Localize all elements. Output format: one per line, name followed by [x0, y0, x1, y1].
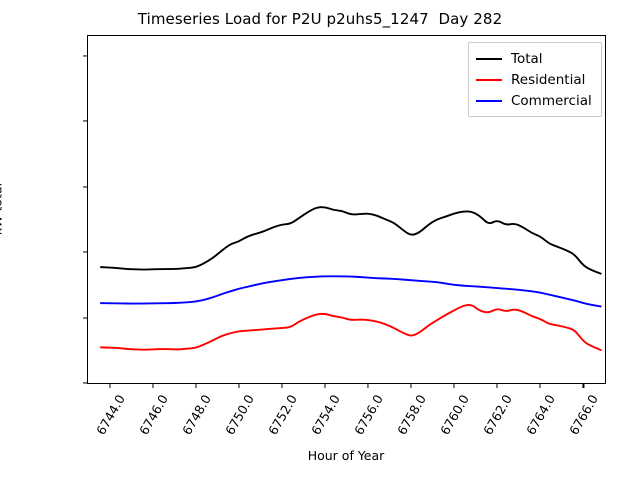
series-line-residential — [99, 304, 602, 351]
x-tick-mark — [324, 384, 326, 388]
x-tick-mark — [539, 384, 541, 388]
x-tick-mark — [152, 384, 154, 388]
x-tick-label: 6748.0 — [178, 392, 214, 438]
y-tick-mark — [83, 186, 87, 188]
x-tick-mark — [108, 384, 111, 388]
x-tick-label: 6764.0 — [523, 392, 559, 438]
legend-item-total[interactable]: Total — [476, 48, 592, 69]
legend-swatch-commercial — [476, 99, 502, 102]
y-tick-mark — [83, 251, 87, 253]
x-tick-mark — [582, 384, 584, 388]
x-tick-label: 6752.0 — [265, 392, 300, 438]
x-tick-label: 6766.0 — [566, 392, 602, 438]
y-tick-mark — [83, 382, 87, 384]
legend-item-residential[interactable]: Residential — [476, 69, 592, 90]
y-tick-mark — [83, 316, 87, 319]
x-tick-mark — [281, 384, 283, 388]
x-tick-label: 6760.0 — [437, 392, 473, 438]
x-tick-label: 6754.0 — [308, 392, 343, 438]
x-tick-mark — [410, 384, 412, 388]
legend-label: Total — [511, 50, 543, 67]
x-tick-label: 6762.0 — [480, 392, 516, 438]
series-line-commercial — [99, 275, 602, 308]
legend-label: Commercial — [511, 92, 592, 109]
x-tick-mark — [453, 384, 455, 388]
x-axis-label: Hour of Year — [307, 448, 385, 463]
x-tick-label: 6746.0 — [135, 392, 171, 438]
legend: Total Residential Commercial — [468, 42, 602, 117]
chart-title: Timeseries Load for P2U p2uhs5_1247 Day … — [137, 10, 503, 28]
x-tick-label: 6758.0 — [394, 392, 430, 438]
x-tick-label: 6756.0 — [351, 392, 387, 438]
legend-swatch-total — [476, 57, 502, 60]
x-tick-label: 6750.0 — [221, 392, 257, 438]
series-lines — [99, 206, 602, 351]
y-tick-mark — [83, 120, 87, 122]
legend-item-commercial[interactable]: Commercial — [476, 90, 592, 111]
x-tick-mark — [195, 384, 197, 388]
y-tick-mark — [83, 55, 87, 57]
x-tick-mark — [367, 384, 369, 388]
x-tick-label: 6744.0 — [92, 392, 128, 438]
x-tick-mark — [238, 384, 240, 388]
x-tick-mark — [496, 384, 498, 388]
series-line-total — [99, 206, 602, 275]
legend-label: Residential — [511, 71, 586, 88]
legend-swatch-residential — [476, 78, 502, 81]
